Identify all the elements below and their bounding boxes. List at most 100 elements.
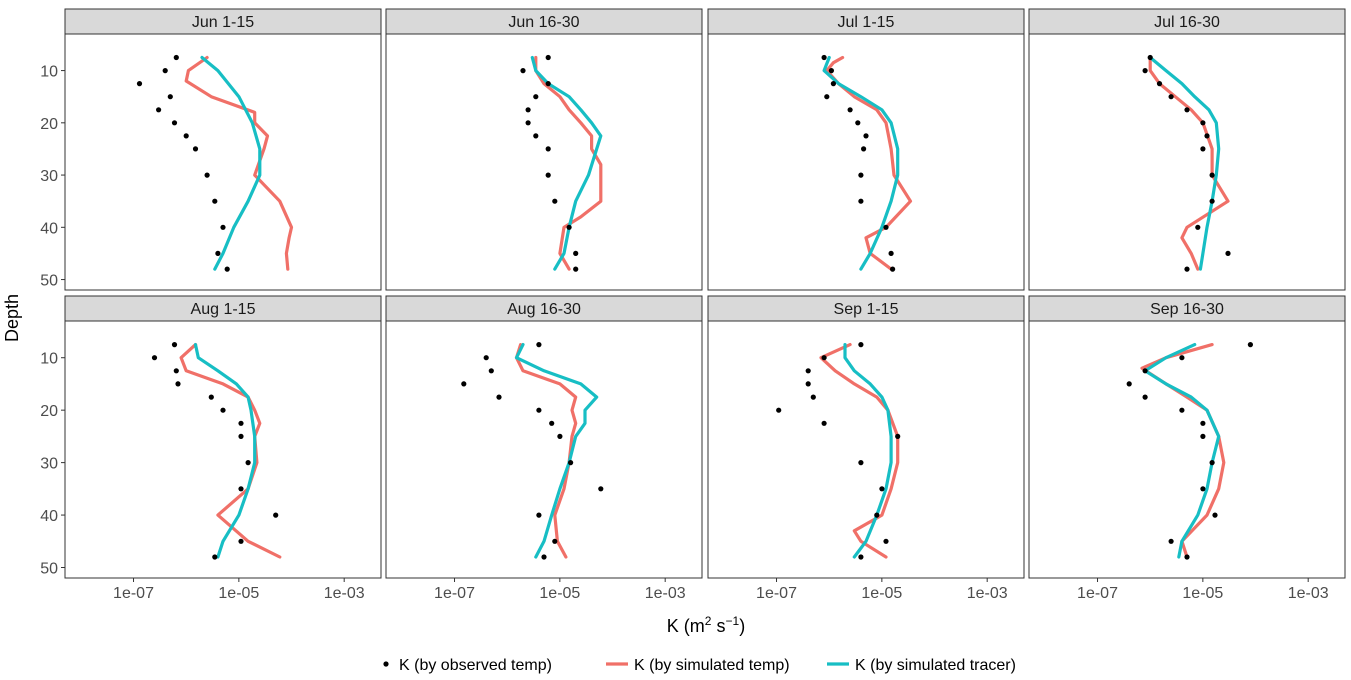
observed-point <box>520 68 526 74</box>
observed-point <box>533 94 539 100</box>
observed-point <box>888 250 894 256</box>
x-axis-title-unit: s <box>711 616 725 636</box>
observed-point <box>1184 107 1190 113</box>
y-tick-label: 40 <box>40 508 58 525</box>
facet-strip <box>1028 295 1346 322</box>
facet-strip <box>1028 8 1346 35</box>
observed-point <box>192 146 199 152</box>
facet-strip <box>385 8 703 35</box>
observed-point <box>1126 381 1132 387</box>
facet-panel: Jun 16-30 <box>385 8 703 291</box>
y-axis-title: Depth <box>2 294 22 342</box>
observed-point <box>171 120 178 126</box>
observed-point <box>461 381 467 387</box>
observed-point <box>173 368 179 374</box>
observed-point <box>1200 146 1206 152</box>
sim-tracer-line <box>1148 55 1221 271</box>
observed-point <box>847 107 853 113</box>
sim-tracer-line <box>822 55 900 271</box>
y-axes: 10 20 30 40 50 10 20 30 40 50 <box>40 64 65 578</box>
x-axis-title-sup-2: 2 <box>705 614 712 628</box>
observed-point <box>810 394 816 400</box>
observed-point <box>541 554 547 560</box>
x-tick-label: 1e-05 <box>539 585 580 602</box>
x-axis-title-close: ) <box>739 616 745 636</box>
plot-area <box>707 320 1025 579</box>
y-tick-label: 50 <box>40 273 58 290</box>
observed-point <box>208 394 214 400</box>
observed-point <box>573 266 579 272</box>
observed-point <box>1200 433 1206 439</box>
x-tick-label: 1e-05 <box>218 585 259 602</box>
observed-point <box>1156 81 1163 87</box>
observed-point <box>1168 94 1174 100</box>
observed-point <box>821 355 827 361</box>
observed-point <box>552 538 558 544</box>
observed-point <box>863 133 869 139</box>
observed-point <box>566 224 572 230</box>
observed-point <box>1184 554 1190 560</box>
observed-point <box>1200 420 1206 426</box>
observed-point <box>1200 486 1206 492</box>
y-tick-label: 10 <box>40 64 58 81</box>
observed-point <box>483 355 489 361</box>
observed-point <box>167 94 173 100</box>
observed-point <box>224 266 230 272</box>
observed-point <box>895 433 901 439</box>
observed-point <box>183 133 189 139</box>
observed-point <box>879 486 885 492</box>
facet-strip <box>707 8 1025 35</box>
observed-point <box>858 554 864 560</box>
facet-title: Jul 16-30 <box>1154 14 1220 31</box>
sim-tracer-line <box>193 343 257 559</box>
y-tick-label: 40 <box>40 220 58 237</box>
observed-point <box>1142 368 1148 374</box>
observed-point <box>175 381 181 387</box>
observed-point <box>1142 68 1148 74</box>
x-axis-title: K (m2 s−1) <box>667 614 745 636</box>
facet-panel: Sep 1-15 <box>707 295 1025 579</box>
y-tick-label: 20 <box>40 116 58 133</box>
observed-point <box>1147 54 1153 61</box>
observed-point <box>536 342 542 348</box>
observed-point <box>858 460 864 466</box>
observed-point <box>598 486 604 492</box>
observed-point <box>890 266 896 272</box>
observed-point <box>855 120 861 126</box>
observed-point <box>858 198 864 204</box>
legend-label-observed: K (by observed temp) <box>399 657 552 674</box>
x-axis-title-base: K (m <box>667 616 705 636</box>
observed-point <box>1204 133 1210 139</box>
sim-tracer-line <box>514 343 599 559</box>
y-tick-label: 10 <box>40 351 58 368</box>
observed-point <box>883 224 889 230</box>
observed-point <box>238 486 244 492</box>
sim-tracer-line <box>200 55 262 271</box>
observed-point <box>828 68 835 74</box>
x-tick-label: 1e-07 <box>756 585 797 602</box>
facet-panel: Jun 1-15 <box>64 8 382 291</box>
observed-point <box>171 342 178 348</box>
observed-point <box>151 355 158 361</box>
observed-point <box>858 172 864 178</box>
plot-area <box>1028 320 1346 579</box>
x-tick-label: 1e-03 <box>645 585 686 602</box>
observed-point <box>533 133 539 139</box>
y-tick-label: 20 <box>40 403 58 420</box>
x-tick-label: 1e-05 <box>861 585 902 602</box>
observed-point <box>173 54 179 61</box>
observed-point <box>1179 407 1185 413</box>
sim-temp-line <box>184 55 294 271</box>
observed-point <box>830 81 837 87</box>
sim-temp-line <box>514 343 578 559</box>
observed-point <box>525 120 531 126</box>
plot-area <box>1028 33 1346 291</box>
observed-point <box>545 172 551 178</box>
observed-point <box>496 394 502 400</box>
x-tick-label: 1e-03 <box>1288 585 1329 602</box>
facet-panel: Jul 16-30 <box>1028 8 1346 291</box>
observed-point <box>545 54 551 61</box>
sim-temp-line <box>179 343 282 559</box>
sim-tracer-line <box>843 343 893 559</box>
